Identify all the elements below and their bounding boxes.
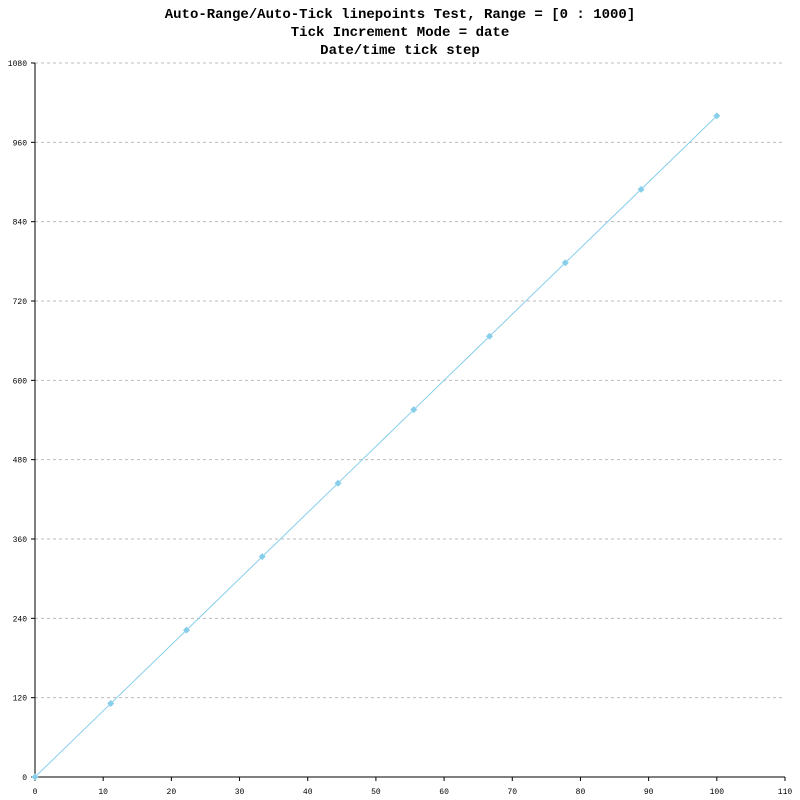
point — [258, 553, 266, 561]
x-tick-label: 50 — [371, 788, 381, 797]
chart-title: Auto-Range/Auto-Tick linepoints Test, Ra… — [165, 7, 635, 23]
x-tick-label: 100 — [710, 788, 725, 797]
point — [183, 626, 190, 634]
point — [31, 773, 39, 781]
point — [410, 406, 418, 414]
x-tick-label: 40 — [303, 788, 313, 797]
point — [561, 259, 569, 267]
y-tick-label: 720 — [13, 298, 28, 307]
x-tick-label: 0 — [33, 788, 38, 797]
x-tick-label: 60 — [439, 788, 449, 797]
x-tick-label: 90 — [644, 788, 654, 797]
x-tick-label: 80 — [576, 788, 586, 797]
point — [107, 700, 115, 708]
point — [713, 112, 721, 120]
x-tick-label: 110 — [778, 788, 793, 797]
x-tick-label: 10 — [98, 788, 108, 797]
x-tick-label: 30 — [235, 788, 245, 797]
point — [486, 332, 494, 340]
chart-title: Tick Increment Mode = date — [291, 25, 509, 41]
x-tick-label: 20 — [167, 788, 177, 797]
y-tick-label: 360 — [13, 536, 28, 545]
y-tick-label: 600 — [13, 377, 28, 386]
y-tick-label: 120 — [13, 695, 28, 704]
line — [34, 115, 718, 778]
point — [637, 185, 645, 193]
y-tick-label: 480 — [13, 457, 28, 466]
y-tick-label: 960 — [13, 139, 28, 148]
chart-title: Date/time tick step — [320, 43, 480, 59]
y-tick-label: 840 — [13, 219, 28, 228]
x-tick-label: 70 — [507, 788, 517, 797]
y-tick-label: 0 — [22, 774, 27, 783]
y-tick-label: 240 — [13, 615, 28, 624]
point — [334, 479, 342, 487]
y-tick-label: 1080 — [8, 60, 27, 69]
